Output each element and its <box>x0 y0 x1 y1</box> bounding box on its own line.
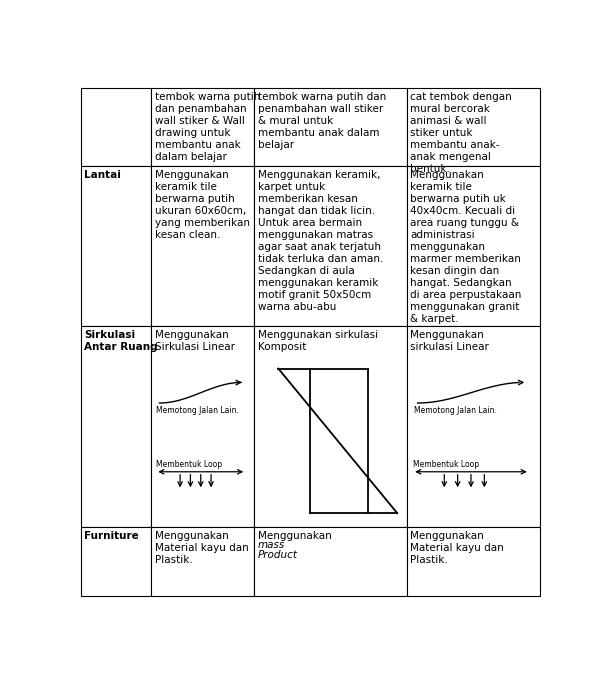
Text: Furniture: Furniture <box>84 531 139 541</box>
Text: Menggunakan
Material kayu dan
Plastik.: Menggunakan Material kayu dan Plastik. <box>155 531 248 565</box>
Bar <box>81 88 151 166</box>
Text: Sirkulasi
Antar Ruang: Sirkulasi Antar Ruang <box>84 330 158 352</box>
Bar <box>151 527 254 596</box>
Text: Menggunakan
keramik tile
berwarna putih
ukuran 60x60cm,
yang memberikan
kesan cl: Menggunakan keramik tile berwarna putih … <box>155 170 249 240</box>
Text: Menggunakan keramik,
karpet untuk
memberikan kesan
hangat dan tidak licin.
Untuk: Menggunakan keramik, karpet untuk member… <box>258 170 383 313</box>
Bar <box>254 88 407 166</box>
Bar <box>254 527 407 596</box>
Bar <box>81 527 151 596</box>
Bar <box>151 166 254 326</box>
Bar <box>254 326 407 527</box>
Text: Membentuk Loop: Membentuk Loop <box>413 460 479 469</box>
Text: cat tembok dengan
mural bercorak
animasi & wall
stiker untuk
membantu anak-
anak: cat tembok dengan mural bercorak animasi… <box>410 92 512 174</box>
Text: Memotong Jalan Lain.: Memotong Jalan Lain. <box>414 405 497 415</box>
Text: Membentuk Loop: Membentuk Loop <box>156 460 222 469</box>
Bar <box>81 326 151 527</box>
Text: Menggunakan
keramik tile
berwarna putih uk
40x40cm. Kecuali di
area ruang tunggu: Menggunakan keramik tile berwarna putih … <box>410 170 522 324</box>
Bar <box>407 326 540 527</box>
Bar <box>151 88 254 166</box>
Bar <box>407 527 540 596</box>
Text: Lantai: Lantai <box>84 170 122 180</box>
Text: Product: Product <box>258 550 298 559</box>
Bar <box>81 166 151 326</box>
Text: Menggunakan: Menggunakan <box>258 531 335 541</box>
Text: Menggunakan
Sirkulasi Linear: Menggunakan Sirkulasi Linear <box>155 330 235 352</box>
Text: Memotong Jalan Lain.: Memotong Jalan Lain. <box>156 405 240 415</box>
Text: Menggunakan
sirkulasi Linear: Menggunakan sirkulasi Linear <box>410 330 489 352</box>
Text: tembok warna putih
dan penambahan
wall stiker & Wall
drawing untuk
membantu anak: tembok warna putih dan penambahan wall s… <box>155 92 260 162</box>
Text: mass: mass <box>258 540 285 550</box>
Text: tembok warna putih dan
penambahan wall stiker
& mural untuk
membantu anak dalam
: tembok warna putih dan penambahan wall s… <box>258 92 386 150</box>
Bar <box>407 88 540 166</box>
Bar <box>151 326 254 527</box>
Text: Menggunakan sirkulasi
Komposit: Menggunakan sirkulasi Komposit <box>258 330 378 352</box>
Text: Menggunakan
Material kayu dan
Plastik.: Menggunakan Material kayu dan Plastik. <box>410 531 504 565</box>
Bar <box>407 166 540 326</box>
Bar <box>254 166 407 326</box>
